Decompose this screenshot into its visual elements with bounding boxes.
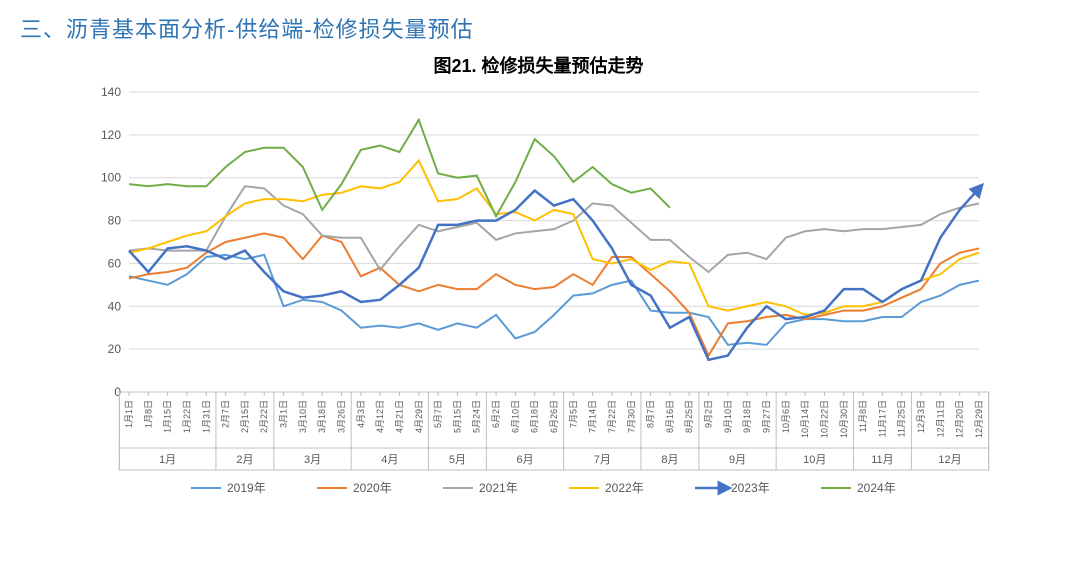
svg-text:9月: 9月 xyxy=(728,454,745,466)
svg-text:5月: 5月 xyxy=(448,454,465,466)
svg-text:12月: 12月 xyxy=(938,454,961,466)
svg-text:3月10日: 3月10日 xyxy=(297,400,307,433)
svg-text:10月14日: 10月14日 xyxy=(800,400,810,438)
svg-text:2021年: 2021年 xyxy=(479,481,518,495)
svg-text:60: 60 xyxy=(107,256,121,270)
svg-text:140: 140 xyxy=(100,85,120,99)
svg-text:2019年: 2019年 xyxy=(227,481,266,495)
svg-text:1月15日: 1月15日 xyxy=(162,400,172,433)
svg-text:10月30日: 10月30日 xyxy=(838,400,848,438)
svg-text:2024年: 2024年 xyxy=(857,481,896,495)
svg-text:9月18日: 9月18日 xyxy=(742,400,752,433)
svg-text:4月: 4月 xyxy=(381,454,398,466)
page-root: 三、沥青基本面分析-供给端-检修损失量预估 图21. 检修损失量预估走势 020… xyxy=(0,0,1077,580)
svg-text:10月22日: 10月22日 xyxy=(819,400,829,438)
svg-text:6月: 6月 xyxy=(516,454,533,466)
svg-text:12月3日: 12月3日 xyxy=(916,400,926,433)
svg-text:4月12日: 4月12日 xyxy=(375,400,385,433)
svg-text:4月21日: 4月21日 xyxy=(394,400,404,433)
svg-text:10月6日: 10月6日 xyxy=(780,400,790,433)
svg-text:3月18日: 3月18日 xyxy=(317,400,327,433)
svg-text:20: 20 xyxy=(107,342,121,356)
section-title: 三、沥青基本面分析-供给端-检修损失量预估 xyxy=(20,12,1057,44)
svg-text:120: 120 xyxy=(100,128,120,142)
svg-text:2023年: 2023年 xyxy=(731,481,770,495)
svg-text:7月5日: 7月5日 xyxy=(568,400,578,428)
series-2024年 xyxy=(129,120,670,216)
svg-text:2月: 2月 xyxy=(236,454,253,466)
series-2019年 xyxy=(129,255,979,345)
series-2022年 xyxy=(129,161,979,315)
svg-text:2020年: 2020年 xyxy=(353,481,392,495)
svg-text:9月10日: 9月10日 xyxy=(722,400,732,433)
svg-text:9月27日: 9月27日 xyxy=(761,400,771,433)
series-2023年 xyxy=(129,188,979,359)
legend: 2019年 2020年 2021年 2022年 2023年 2024年 xyxy=(191,481,896,495)
series-2020年 xyxy=(129,233,979,355)
svg-text:1月1日: 1月1日 xyxy=(124,400,134,428)
chart-title: 图21. 检修损失量预估走势 xyxy=(20,52,1057,78)
svg-text:6月26日: 6月26日 xyxy=(549,400,559,433)
svg-text:1月8日: 1月8日 xyxy=(143,400,153,428)
svg-text:7月22日: 7月22日 xyxy=(606,400,616,433)
svg-text:100: 100 xyxy=(100,171,120,185)
svg-text:2022年: 2022年 xyxy=(605,481,644,495)
svg-text:4月29日: 4月29日 xyxy=(413,400,423,433)
svg-text:12月29日: 12月29日 xyxy=(974,400,984,438)
svg-text:8月16日: 8月16日 xyxy=(664,400,674,433)
line-chart: 0204060801001201401月1日1月8日1月15日1月22日1月31… xyxy=(69,82,1009,512)
chart-wrap: 0204060801001201401月1日1月8日1月15日1月22日1月31… xyxy=(69,82,1009,512)
svg-text:7月: 7月 xyxy=(593,454,610,466)
svg-text:9月2日: 9月2日 xyxy=(703,400,713,428)
svg-text:6月10日: 6月10日 xyxy=(510,400,520,433)
svg-text:12月20日: 12月20日 xyxy=(954,400,964,438)
svg-text:1月31日: 1月31日 xyxy=(201,400,211,433)
svg-text:11月: 11月 xyxy=(871,454,893,466)
svg-text:2月7日: 2月7日 xyxy=(220,400,230,428)
svg-text:11月25日: 11月25日 xyxy=(896,400,906,437)
series-2021年 xyxy=(129,186,979,272)
svg-text:6月18日: 6月18日 xyxy=(529,400,539,433)
svg-text:1月: 1月 xyxy=(159,454,176,466)
svg-text:3月1日: 3月1日 xyxy=(278,400,288,428)
svg-text:8月: 8月 xyxy=(661,454,678,466)
svg-text:7月30日: 7月30日 xyxy=(626,400,636,433)
svg-text:10月: 10月 xyxy=(803,454,826,466)
svg-text:4月3日: 4月3日 xyxy=(355,400,365,428)
svg-text:1月22日: 1月22日 xyxy=(181,400,191,433)
svg-text:2月15日: 2月15日 xyxy=(239,400,249,433)
svg-text:11月8日: 11月8日 xyxy=(858,400,868,432)
svg-text:11月17日: 11月17日 xyxy=(877,400,887,437)
svg-text:3月26日: 3月26日 xyxy=(336,400,346,433)
svg-text:2月22日: 2月22日 xyxy=(259,400,269,433)
svg-text:12月11日: 12月11日 xyxy=(935,400,945,437)
svg-text:5月24日: 5月24日 xyxy=(471,400,481,433)
svg-text:80: 80 xyxy=(107,214,121,228)
svg-text:8月25日: 8月25日 xyxy=(684,400,694,433)
svg-text:8月7日: 8月7日 xyxy=(645,400,655,428)
svg-text:40: 40 xyxy=(107,299,121,313)
svg-text:3月: 3月 xyxy=(303,454,320,466)
svg-text:7月14日: 7月14日 xyxy=(587,400,597,433)
svg-text:6月2日: 6月2日 xyxy=(491,400,501,428)
svg-text:5月15日: 5月15日 xyxy=(452,400,462,433)
svg-text:5月7日: 5月7日 xyxy=(433,400,443,428)
